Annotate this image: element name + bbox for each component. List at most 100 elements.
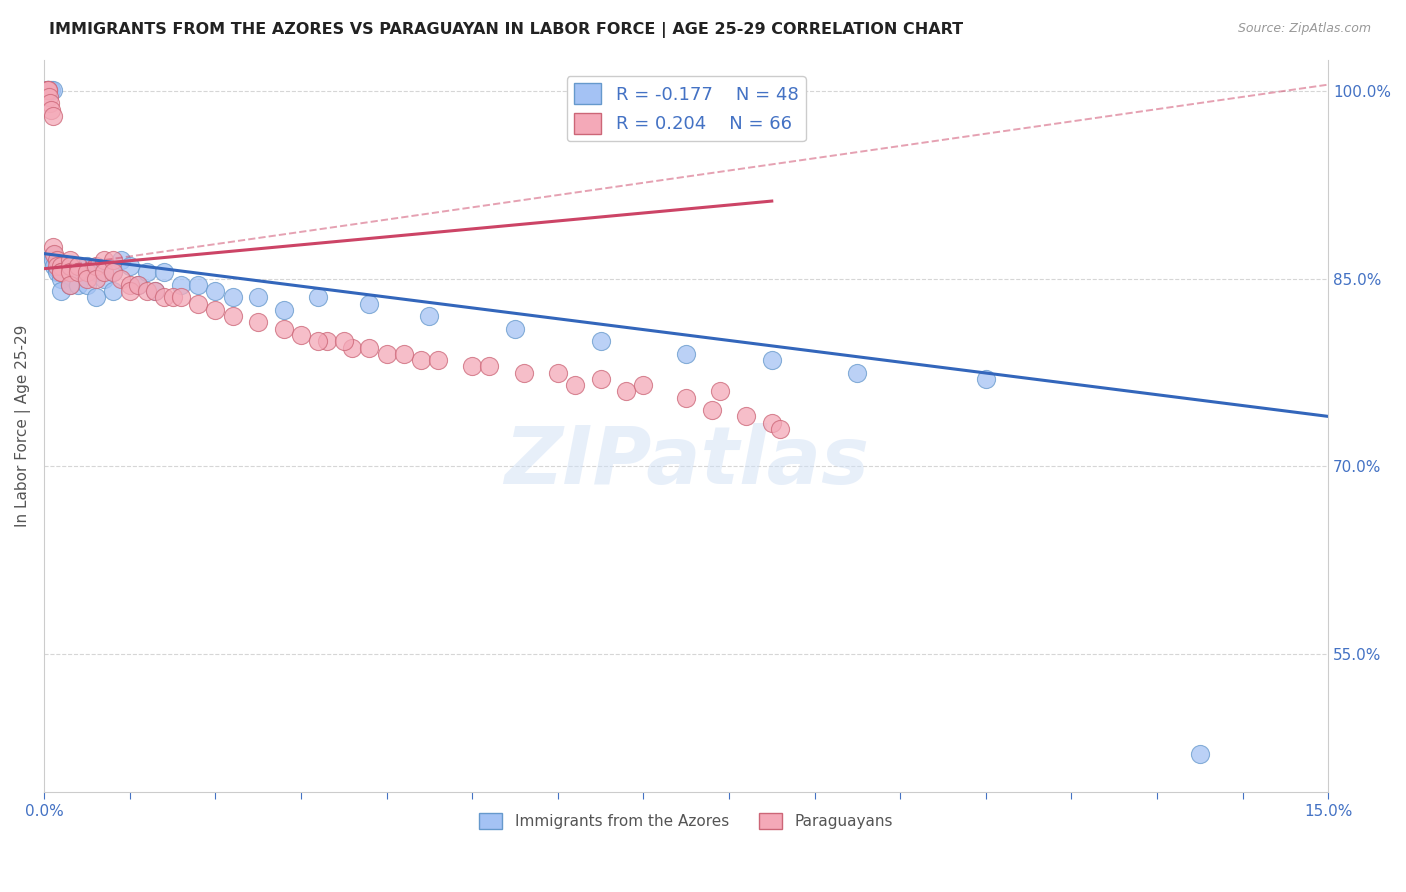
Point xyxy=(42,109,65,123)
Point xyxy=(46,252,69,267)
Point xyxy=(375,347,398,361)
Point xyxy=(38,82,60,96)
Point xyxy=(93,271,115,285)
Point xyxy=(37,82,59,96)
Point xyxy=(59,259,82,273)
Point xyxy=(735,409,758,424)
Text: IMMIGRANTS FROM THE AZORES VS PARAGUAYAN IN LABOR FORCE | AGE 25-29 CORRELATION : IMMIGRANTS FROM THE AZORES VS PARAGUAYAN… xyxy=(49,22,963,38)
Point xyxy=(359,296,381,310)
Point xyxy=(118,277,141,292)
Point xyxy=(135,284,157,298)
Point xyxy=(42,248,65,262)
Point xyxy=(76,265,98,279)
Point xyxy=(307,334,329,349)
Point xyxy=(118,259,141,273)
Point xyxy=(247,290,270,304)
Point xyxy=(35,82,58,96)
Point xyxy=(84,265,107,279)
Point xyxy=(589,334,612,349)
Point xyxy=(204,284,226,298)
Point xyxy=(118,284,141,298)
Point xyxy=(273,303,295,318)
Point xyxy=(153,290,176,304)
Point xyxy=(39,103,62,117)
Point xyxy=(290,328,312,343)
Text: ZIPatlas: ZIPatlas xyxy=(503,424,869,501)
Point xyxy=(127,277,149,292)
Point xyxy=(273,322,295,336)
Point xyxy=(153,265,176,279)
Point xyxy=(700,403,723,417)
Point xyxy=(564,378,586,392)
Point xyxy=(187,296,209,310)
Point xyxy=(101,265,124,279)
Point xyxy=(84,290,107,304)
Point xyxy=(101,284,124,298)
Point xyxy=(59,259,82,273)
Point xyxy=(221,290,243,304)
Point xyxy=(51,259,73,273)
Point xyxy=(614,384,637,399)
Point xyxy=(589,372,612,386)
Point xyxy=(761,416,783,430)
Point xyxy=(101,252,124,267)
Point xyxy=(59,277,82,292)
Point xyxy=(67,277,90,292)
Point xyxy=(35,82,58,96)
Point xyxy=(761,353,783,368)
Point xyxy=(110,252,132,267)
Point xyxy=(675,347,697,361)
Point xyxy=(1188,747,1211,762)
Point xyxy=(93,265,115,279)
Point xyxy=(51,265,73,279)
Point xyxy=(512,366,534,380)
Point xyxy=(51,271,73,285)
Legend: Immigrants from the Azores, Paraguayans: Immigrants from the Azores, Paraguayans xyxy=(474,807,898,836)
Point xyxy=(84,271,107,285)
Point xyxy=(503,322,526,336)
Point xyxy=(359,341,381,355)
Point xyxy=(127,277,149,292)
Point xyxy=(44,246,66,260)
Point xyxy=(110,271,132,285)
Point xyxy=(42,240,65,254)
Point xyxy=(333,334,356,349)
Text: Source: ZipAtlas.com: Source: ZipAtlas.com xyxy=(1237,22,1371,36)
Point xyxy=(44,259,66,273)
Point xyxy=(709,384,731,399)
Point xyxy=(409,353,432,368)
Point xyxy=(76,259,98,273)
Point xyxy=(307,290,329,304)
Point xyxy=(42,252,65,267)
Point xyxy=(974,372,997,386)
Point xyxy=(59,265,82,279)
Point xyxy=(76,271,98,285)
Point xyxy=(187,277,209,292)
Point xyxy=(846,366,869,380)
Point xyxy=(59,277,82,292)
Point xyxy=(39,96,62,111)
Point xyxy=(84,259,107,273)
Point xyxy=(46,265,69,279)
Point xyxy=(418,310,440,324)
Point xyxy=(675,391,697,405)
Point xyxy=(478,359,501,374)
Point xyxy=(769,422,792,436)
Point xyxy=(315,334,337,349)
Point xyxy=(51,284,73,298)
Point xyxy=(101,265,124,279)
Point xyxy=(342,341,364,355)
Point xyxy=(67,265,90,279)
Point xyxy=(39,82,62,96)
Point xyxy=(46,259,69,273)
Point xyxy=(145,284,167,298)
Point xyxy=(426,353,449,368)
Point xyxy=(204,303,226,318)
Point xyxy=(145,284,167,298)
Point xyxy=(51,265,73,279)
Point xyxy=(461,359,484,374)
Point xyxy=(37,82,59,96)
Point xyxy=(170,277,193,292)
Point xyxy=(221,310,243,324)
Point xyxy=(392,347,415,361)
